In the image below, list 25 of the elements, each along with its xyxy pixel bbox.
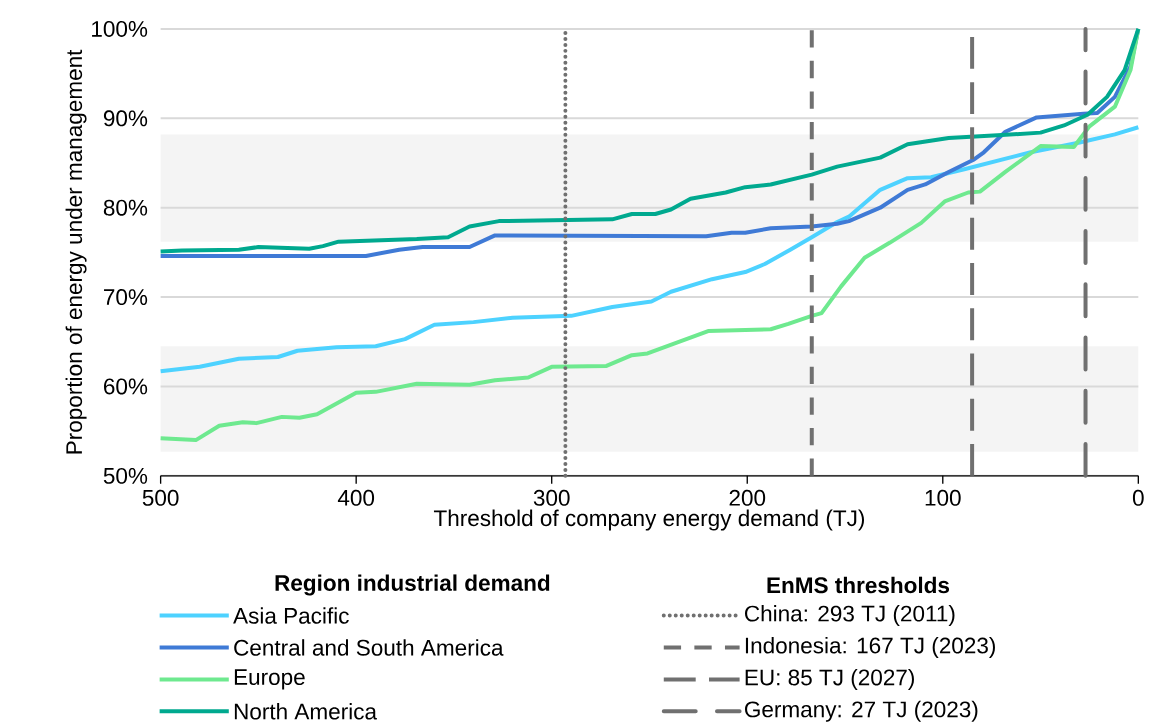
legend-label: Germany: 27 TJ (2023) [745,700,978,722]
line-series [158,125,1141,374]
y-tick-label: 80% [103,199,148,216]
legend-title: Region industrial demand [275,574,550,596]
y-tick-label: 90% [103,110,148,127]
legend-label: Asia Pacific [233,607,349,624]
x-axis-title: Threshold of company energy demand (TJ) [433,509,865,531]
legend-label: Central and South America [234,639,504,656]
y-axis-title: Proportion of energy under management [65,49,87,454]
text: EnMS thresholds [767,576,950,594]
legend-label: Indonesia: 167 TJ (2023) [745,636,995,658]
x-tick-label: 200 [729,489,766,506]
legend-label: Europe [234,669,305,690]
legend-label: North America [234,702,377,720]
y-tick-label: 50% [103,467,148,484]
x-tick-label: 0 [1132,489,1144,506]
x-tick-label: 400 [337,489,375,506]
x-tick-label: 300 [533,489,570,506]
x-tick-label: 100 [925,489,961,506]
y-tick-label: 60% [104,378,148,395]
legend-label: China: 293 TJ (2011) [745,604,955,626]
legend-label: EU: 85 TJ (2027) [745,668,914,690]
y-tick-label: 100% [92,20,148,37]
y-tick-label: 70% [104,288,148,305]
x-tick-label: 500 [142,489,179,506]
